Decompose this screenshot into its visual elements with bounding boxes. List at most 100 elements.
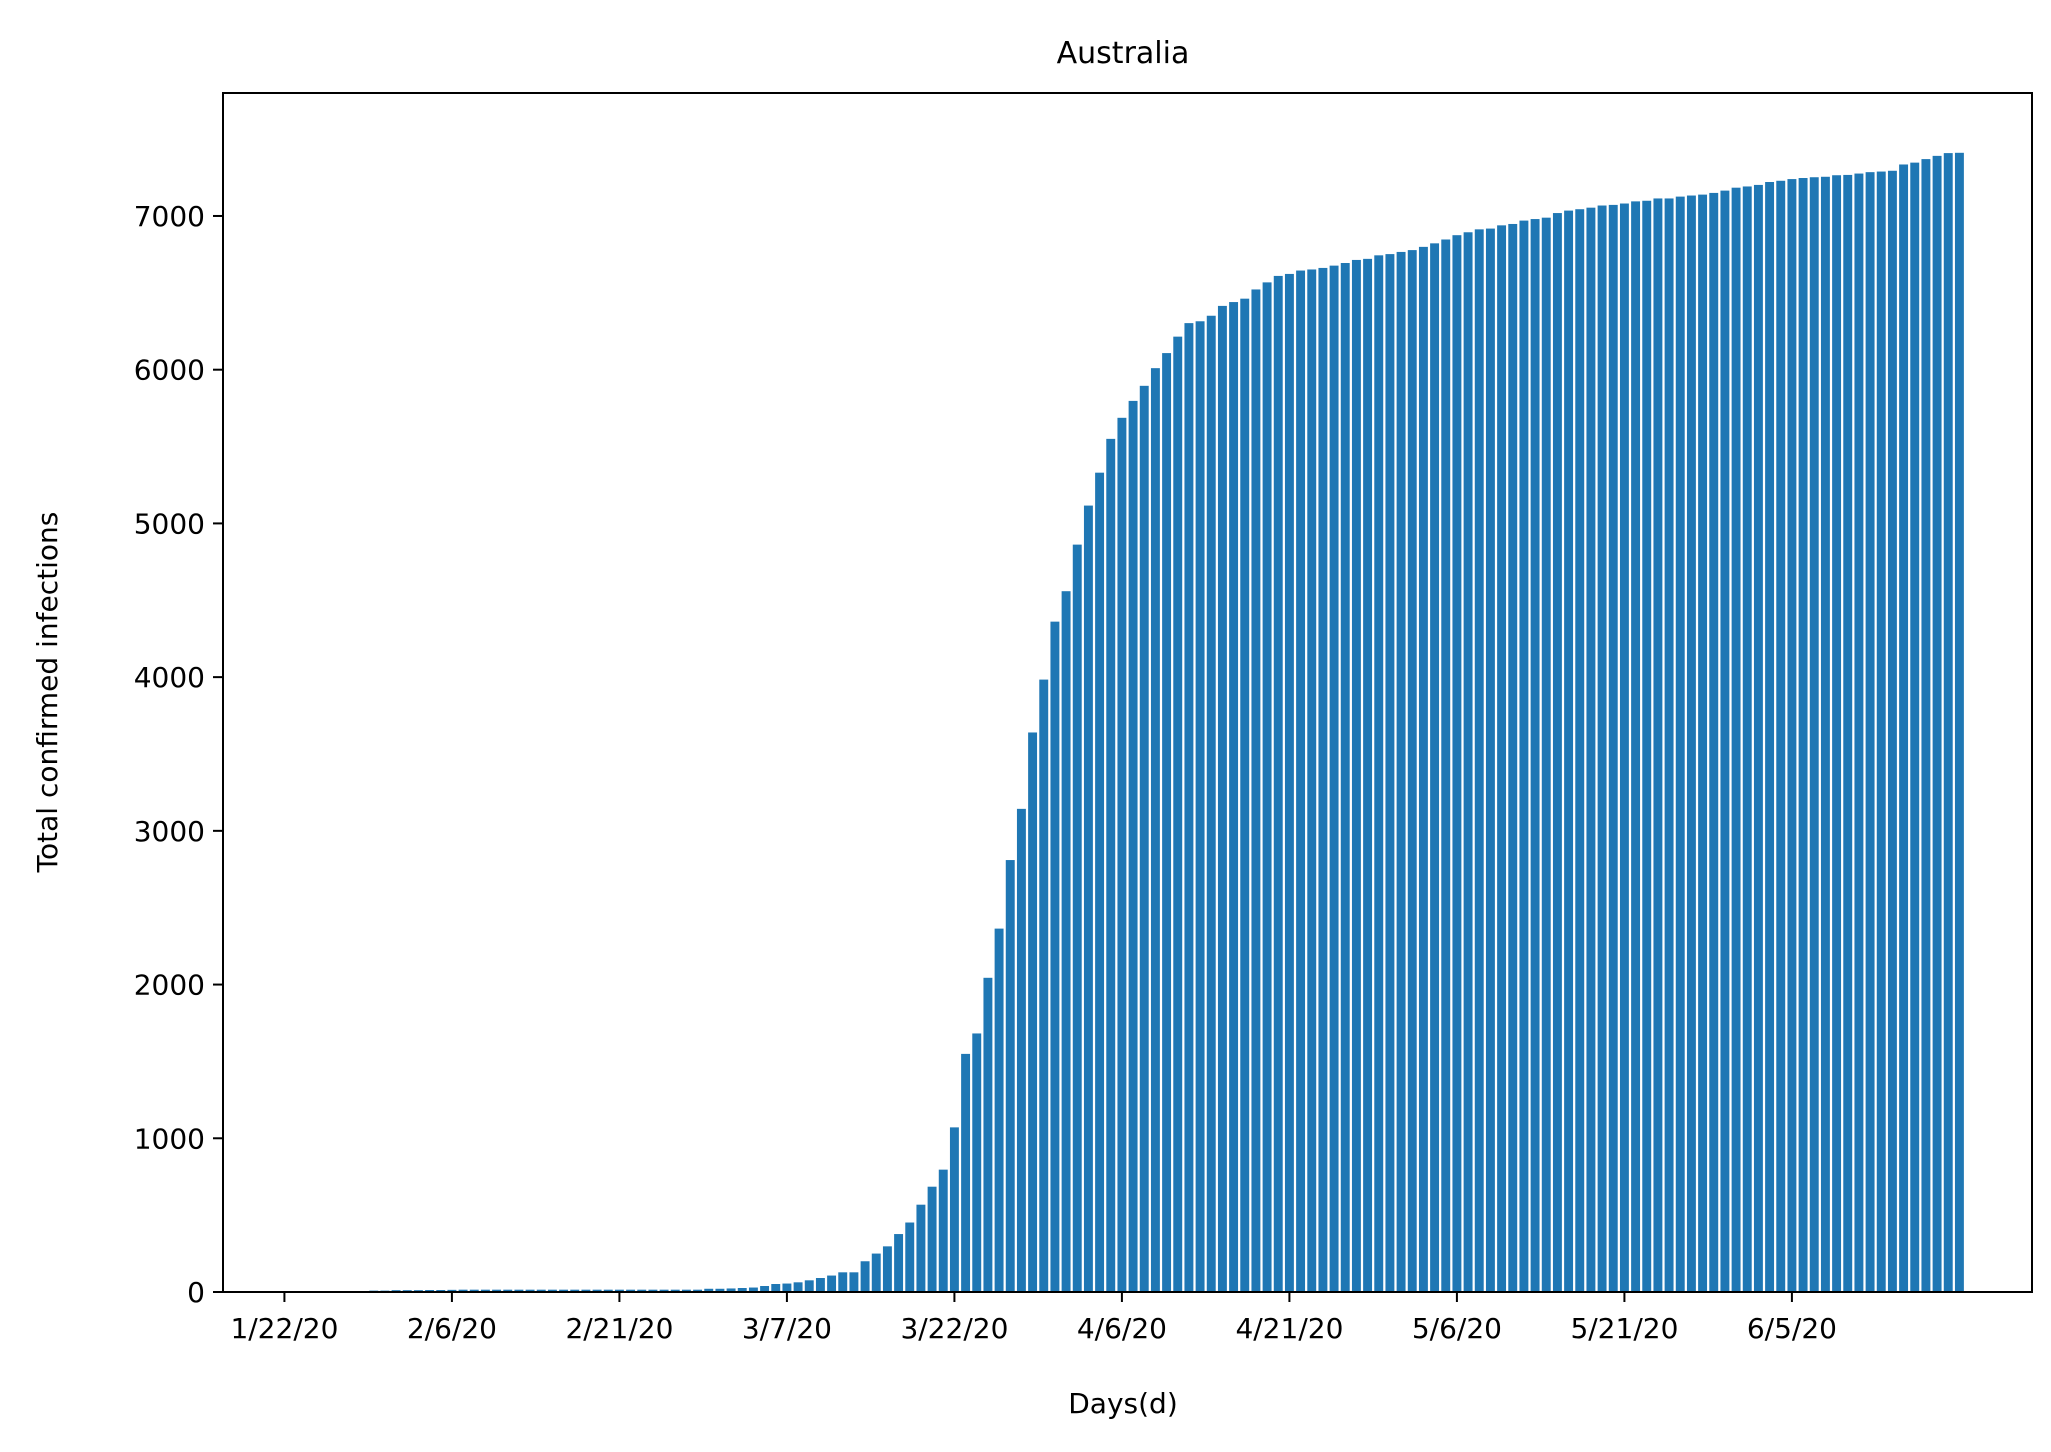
bar xyxy=(1497,225,1507,1293)
y-tick-label: 7000 xyxy=(134,200,205,233)
bar xyxy=(514,1289,524,1292)
bar xyxy=(458,1289,468,1292)
bar xyxy=(961,1053,971,1292)
bar xyxy=(1765,182,1775,1292)
bar xyxy=(1217,305,1227,1292)
bar xyxy=(1731,187,1741,1293)
x-axis: 1/22/20 2/6/20 2/21/20 3/7/20 3/22/20 4/6/20 4… xyxy=(230,1292,1837,1345)
bar xyxy=(1809,177,1819,1293)
plot-frame xyxy=(222,92,2033,1293)
bar xyxy=(1485,228,1495,1293)
bar xyxy=(1162,353,1172,1293)
bar xyxy=(804,1280,814,1292)
bar xyxy=(1664,198,1674,1293)
bar xyxy=(1642,200,1652,1292)
bar xyxy=(659,1289,669,1292)
bar xyxy=(1273,275,1283,1292)
bar xyxy=(1407,250,1417,1293)
bar xyxy=(614,1289,624,1292)
x-tick-label: 5/6/20 xyxy=(1412,1312,1502,1345)
bar xyxy=(1519,220,1529,1293)
bar xyxy=(1597,205,1607,1292)
bar xyxy=(1139,385,1149,1293)
bar xyxy=(748,1287,758,1292)
y-tick-label: 6000 xyxy=(134,354,205,387)
x-tick-label: 3/22/20 xyxy=(900,1312,1008,1345)
x-tick-label: 3/7/20 xyxy=(742,1312,832,1345)
x-tick-label: 2/6/20 xyxy=(407,1312,497,1345)
bar xyxy=(771,1284,781,1292)
bar xyxy=(1709,192,1719,1292)
bar xyxy=(637,1289,647,1292)
y-tick-label: 3000 xyxy=(134,815,205,848)
x-axis-label: Days(d) xyxy=(1068,1387,1178,1420)
y-tick-label: 5000 xyxy=(134,507,205,540)
bar xyxy=(827,1275,837,1292)
x-tick-label: 4/21/20 xyxy=(1235,1312,1343,1345)
bar xyxy=(1720,190,1730,1293)
bar xyxy=(603,1289,613,1292)
bar xyxy=(480,1289,490,1292)
bar xyxy=(648,1289,658,1292)
bar xyxy=(1932,155,1942,1292)
bar xyxy=(1039,679,1049,1292)
bar xyxy=(726,1288,736,1292)
bar xyxy=(626,1289,636,1292)
bar xyxy=(1552,213,1562,1292)
bar xyxy=(1061,591,1071,1292)
bar xyxy=(1452,235,1462,1293)
bar xyxy=(1195,321,1205,1292)
bar xyxy=(938,1169,948,1292)
y-tick-label: 4000 xyxy=(134,661,205,694)
bar xyxy=(1251,289,1261,1292)
bar xyxy=(693,1289,703,1292)
bar xyxy=(1095,472,1105,1292)
bar xyxy=(1508,223,1518,1293)
bar xyxy=(1820,176,1830,1292)
bar xyxy=(1787,179,1797,1293)
bar xyxy=(1016,808,1026,1292)
bar xyxy=(1184,323,1194,1292)
y-axis-label: Total confirmed infections xyxy=(31,512,64,874)
bar xyxy=(1698,194,1708,1293)
x-tick-label: 5/21/20 xyxy=(1570,1312,1678,1345)
bar xyxy=(1541,217,1551,1292)
bar xyxy=(1463,232,1473,1292)
bar xyxy=(1865,172,1875,1292)
x-tick-label: 2/21/20 xyxy=(565,1312,673,1345)
bar xyxy=(559,1289,569,1292)
bar xyxy=(1910,162,1920,1292)
bar xyxy=(793,1282,803,1292)
bar xyxy=(1653,198,1663,1293)
bar xyxy=(1753,184,1763,1292)
bar xyxy=(760,1286,770,1292)
bar xyxy=(1240,298,1250,1292)
bar xyxy=(1351,259,1361,1293)
bar xyxy=(860,1261,870,1292)
bar xyxy=(1385,254,1395,1293)
bar xyxy=(592,1289,602,1292)
bar xyxy=(882,1246,892,1292)
bar xyxy=(715,1288,725,1292)
bar xyxy=(1374,255,1384,1293)
y-tick-label: 1000 xyxy=(134,1122,205,1155)
bar xyxy=(1005,860,1015,1292)
bar xyxy=(1631,201,1641,1292)
bar xyxy=(1229,302,1239,1292)
chart-title: Australia xyxy=(1057,36,1190,71)
bar xyxy=(972,1033,982,1292)
bar xyxy=(570,1289,580,1292)
x-tick-label: 6/5/20 xyxy=(1747,1312,1837,1345)
bar xyxy=(581,1289,591,1292)
bar xyxy=(1843,174,1853,1293)
bar xyxy=(1262,282,1272,1292)
bar xyxy=(737,1288,747,1292)
bar xyxy=(1150,368,1160,1292)
bar xyxy=(1854,173,1864,1292)
bar xyxy=(670,1289,680,1292)
bar xyxy=(1284,273,1294,1292)
bar xyxy=(927,1186,937,1292)
bar xyxy=(681,1289,691,1292)
bar xyxy=(1675,196,1685,1293)
bar xyxy=(1530,219,1540,1292)
